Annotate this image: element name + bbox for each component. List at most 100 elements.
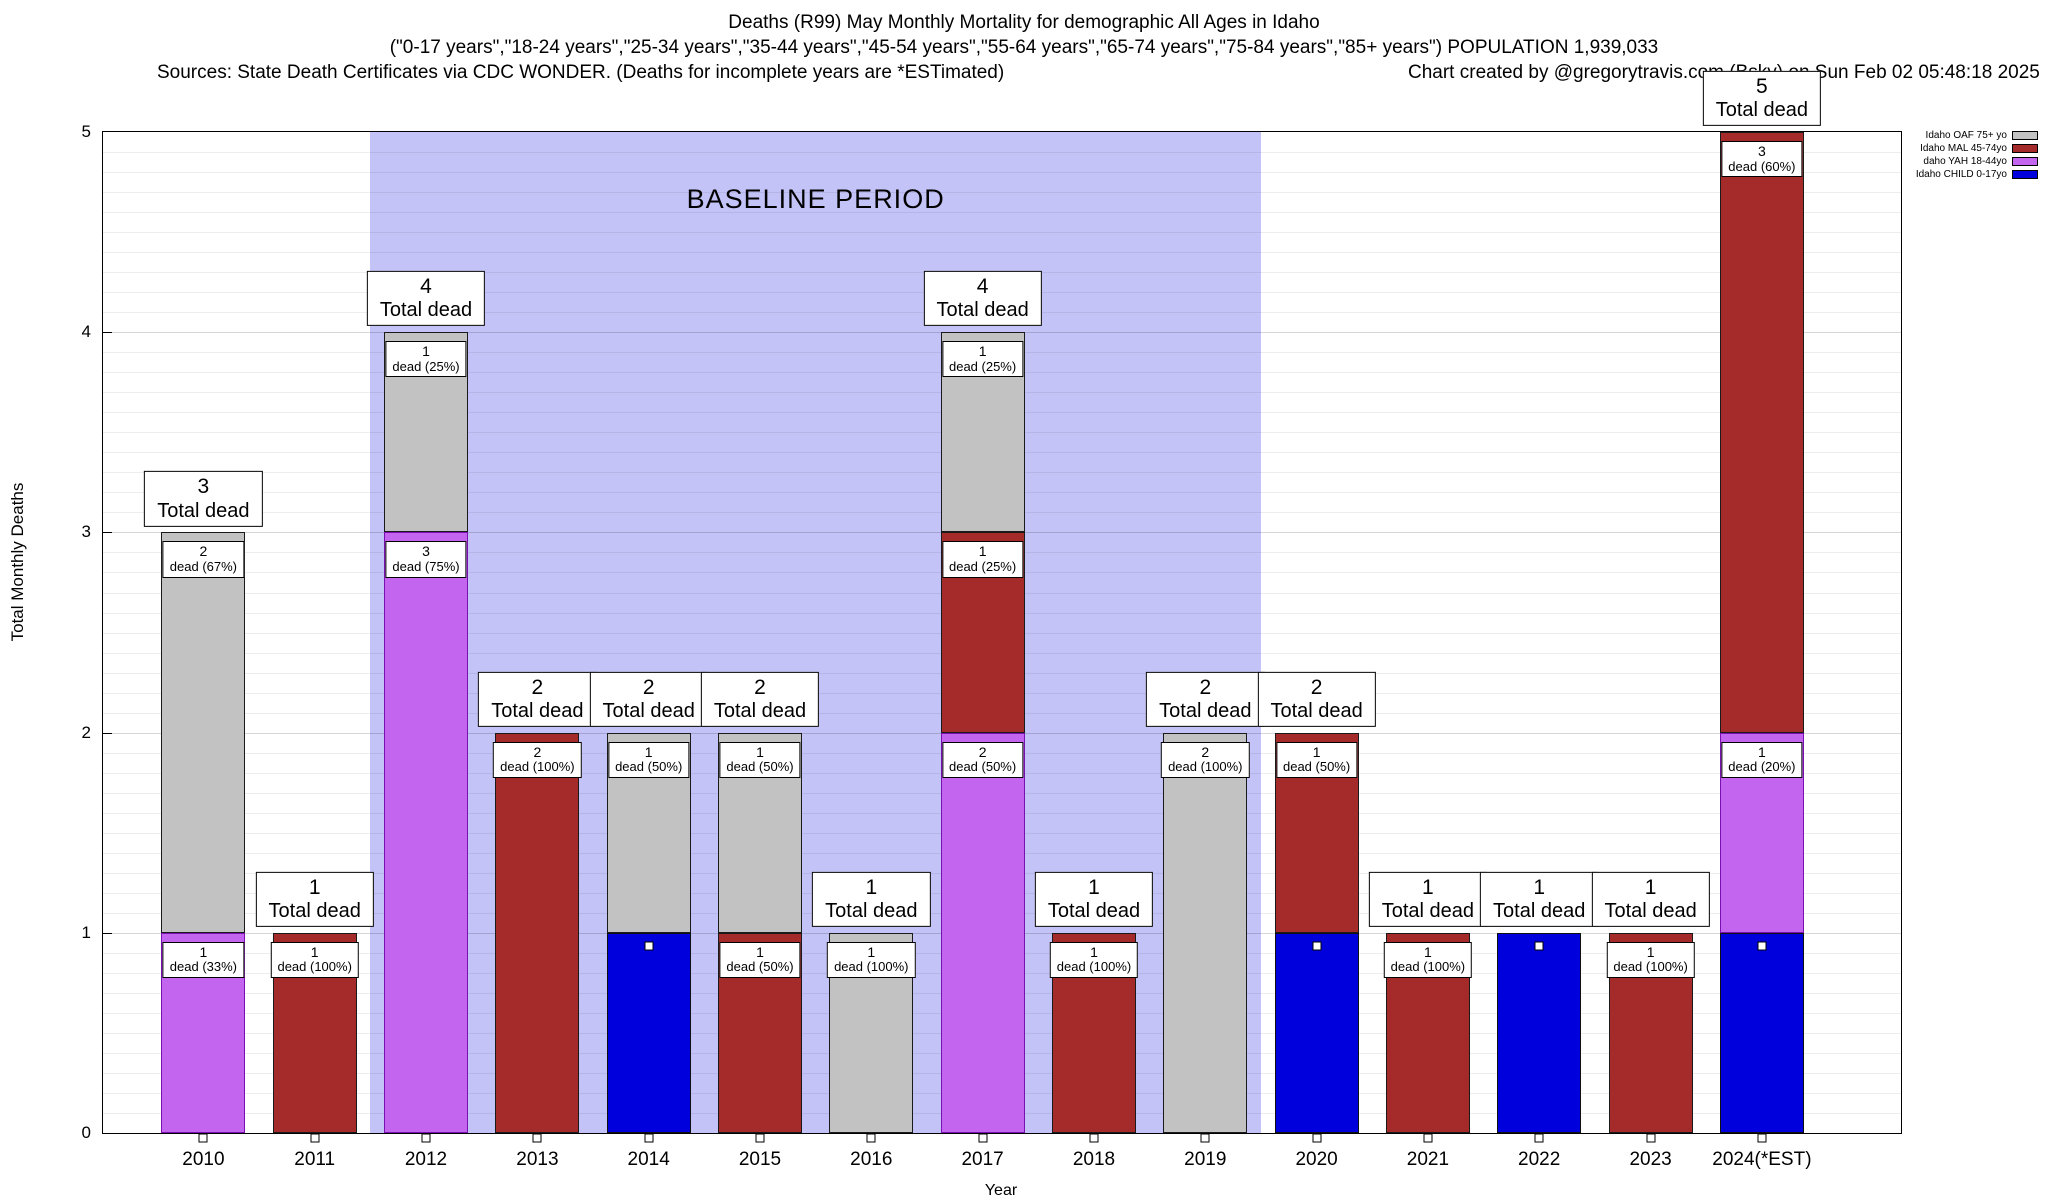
- x-tick-label: 2024(*EST): [1712, 1149, 1812, 1170]
- legend-swatch: [2012, 131, 2038, 140]
- y-tick-label: 4: [81, 322, 91, 342]
- axis-marker: [1423, 1133, 1433, 1143]
- axis-marker: [1646, 1133, 1656, 1143]
- bar-segment-2012-YAH: [384, 532, 468, 1133]
- y-tick-label: 0: [81, 1123, 91, 1142]
- x-tick-label: 2010: [182, 1149, 225, 1170]
- legend-item: Idaho MAL 45-74yo: [1896, 143, 2038, 154]
- total-dead-label: 1 Total dead: [255, 871, 374, 927]
- gridline: [103, 172, 1901, 173]
- segment-label: 1 dead (100%): [270, 941, 359, 979]
- bar-segment-2019-OAF: [1163, 732, 1248, 1133]
- segment-label: 2 dead (67%): [162, 541, 244, 578]
- legend-swatch: [2012, 144, 2038, 153]
- gridline: [103, 252, 1901, 254]
- x-axis-label: Year: [984, 1182, 1018, 1199]
- axis-marker: [198, 1133, 208, 1143]
- bar-segment-2010-OAF: [161, 532, 246, 933]
- total-dead-label: 2 Total dead: [1146, 671, 1265, 727]
- x-tick-label: 2018: [1072, 1149, 1116, 1170]
- x-tick-label: 2017: [961, 1149, 1004, 1170]
- bar-segment-2024(*EST)-MAL: [1719, 132, 1804, 733]
- segment-label: 1 dead (50%): [608, 741, 690, 778]
- legend-swatch: [2012, 170, 2038, 179]
- segment-label: 2 dead (100%): [1161, 741, 1250, 778]
- y-tick-mark: [103, 332, 112, 334]
- axis-marker: [978, 1133, 988, 1143]
- total-dead-label: 3 Total dead: [144, 471, 263, 527]
- total-dead-label: 2 Total dead: [700, 671, 820, 727]
- segment-label: 1 dead (100%): [1049, 941, 1139, 979]
- segment-label: 2 dead (100%): [493, 741, 582, 778]
- segment-label: 3 dead (75%): [385, 541, 467, 578]
- legend-label: daho YAH 18-44yo: [1923, 156, 2007, 167]
- total-dead-label: 4 Total dead: [366, 271, 486, 327]
- segment-label: 1 dead (50%): [719, 741, 801, 778]
- bar-segment-2017-YAH: [940, 732, 1025, 1133]
- segment-label: 1 dead (100%): [1606, 941, 1695, 979]
- segment-label: 3 dead (60%): [1721, 141, 1803, 178]
- gridline: [103, 152, 1901, 153]
- total-dead-label: 5 Total dead: [1702, 70, 1822, 126]
- total-dead-label: 1 Total dead: [812, 871, 931, 927]
- gridline: [103, 232, 1901, 234]
- y-tick-label: 2: [81, 722, 91, 742]
- legend-swatch: [2012, 157, 2038, 166]
- bar-segment-2013-MAL: [495, 732, 580, 1133]
- gridline: [103, 192, 1901, 194]
- axis-marker: [644, 1133, 654, 1143]
- x-tick-label: 2011: [294, 1149, 336, 1170]
- total-dead-label: 4 Total dead: [923, 271, 1042, 327]
- bar-segment-2024(*EST)-CHILD: [1719, 932, 1804, 1133]
- segment-label: 1 dead (50%): [1275, 741, 1358, 778]
- x-tick-label: 2014: [627, 1149, 670, 1170]
- y-tick-mark: [103, 732, 112, 734]
- segment-label: 1 dead (50%): [719, 941, 801, 979]
- total-dead-label: 1 Total dead: [1034, 871, 1154, 927]
- x-tick-label: 2020: [1295, 1149, 1338, 1170]
- axis-marker: [866, 1133, 876, 1143]
- segment-label: 1 dead (100%): [1383, 941, 1473, 979]
- x-tick-label: 2023: [1629, 1149, 1672, 1170]
- axis-marker: [310, 1133, 320, 1143]
- segment-label: 1 dead (20%): [1721, 741, 1803, 778]
- child-marker: [1312, 941, 1322, 951]
- total-dead-label: 1 Total dead: [1368, 871, 1488, 927]
- x-tick-label: 2021: [1406, 1149, 1450, 1170]
- segment-label: 1 dead (25%): [941, 541, 1024, 578]
- y-tick-label: 5: [81, 122, 91, 141]
- child-marker: [644, 941, 654, 951]
- legend-item: daho YAH 18-44yo: [1896, 156, 2038, 167]
- bar-segment-2014-CHILD: [606, 932, 691, 1133]
- segment-label: 1 dead (25%): [941, 341, 1024, 378]
- x-tick-label: 2022: [1518, 1149, 1561, 1170]
- chart-subtitle: ("0-17 years","18-24 years","25-34 years…: [389, 37, 1659, 58]
- sources-note: Sources: State Death Certificates via CD…: [157, 62, 1005, 83]
- axis-marker: [532, 1133, 542, 1143]
- axis-marker: [1757, 1133, 1767, 1143]
- plot-area: BASELINE PERIOD 0 1 2 3 4 5 1 dead (33%) 2 dead (6…: [82, 70, 1902, 1170]
- chart-title: Deaths (R99) May Monthly Mortality for d…: [728, 12, 1320, 33]
- legend-item: Idaho OAF 75+ yo: [1896, 130, 2038, 141]
- baseline-period-label: BASELINE PERIOD: [686, 184, 945, 214]
- legend-label: Idaho OAF 75+ yo: [1925, 130, 2007, 141]
- legend-label: Idaho CHILD 0-17yo: [1915, 169, 2007, 180]
- x-tick-label: 2015: [738, 1149, 782, 1170]
- legend-item: Idaho CHILD 0-17yo: [1896, 169, 2038, 180]
- y-tick-label: 3: [81, 522, 91, 542]
- segment-label: 1 dead (25%): [385, 341, 467, 378]
- axis-marker: [421, 1133, 431, 1143]
- axis-marker: [1089, 1133, 1099, 1143]
- bar-segment-2020-CHILD: [1274, 932, 1359, 1133]
- total-dead-label: 2 Total dead: [589, 671, 708, 727]
- x-tick-label: 2016: [850, 1149, 893, 1170]
- axis-marker: [1200, 1133, 1210, 1143]
- y-tick-mark: [103, 532, 112, 534]
- x-tick-label: 2019: [1184, 1149, 1227, 1170]
- y-axis-label: Total Monthly Deaths: [8, 482, 27, 642]
- x-tick-label: 2012: [404, 1149, 448, 1170]
- gridline: [103, 212, 1901, 214]
- legend: Idaho OAF 75+ yo Idaho MAL 45-74yo daho YA…: [1896, 130, 2038, 182]
- segment-label: 1 dead (100%): [827, 941, 916, 979]
- total-dead-label: 2 Total dead: [1257, 671, 1376, 727]
